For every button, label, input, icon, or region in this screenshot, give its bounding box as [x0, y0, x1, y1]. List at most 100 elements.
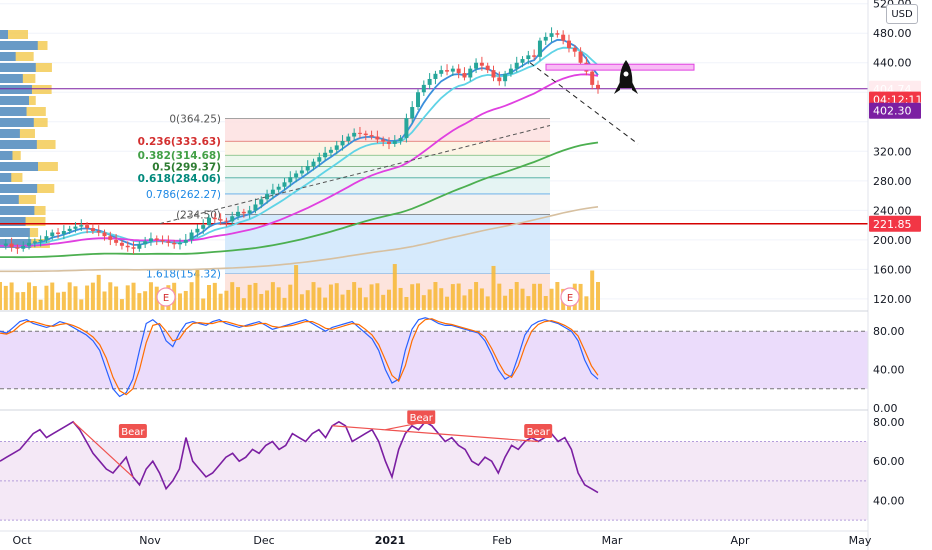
- candle-body: [357, 132, 362, 134]
- candle-body: [421, 84, 426, 93]
- volume-bar: [427, 289, 432, 310]
- price-tick-label: 440.00: [873, 57, 912, 70]
- volume-bar: [207, 285, 212, 310]
- candle-body: [96, 231, 101, 233]
- volume-profile-bar: [0, 85, 32, 94]
- candle-body: [549, 33, 554, 37]
- trend-line: [529, 62, 639, 145]
- candle-body: [15, 247, 20, 249]
- volume-bar: [555, 282, 560, 310]
- volume-bar: [328, 284, 333, 310]
- price-tick-label: 480.00: [873, 27, 912, 40]
- candle-body: [532, 55, 537, 57]
- candle-body: [67, 228, 72, 232]
- volume-bar: [96, 274, 101, 310]
- volume-bar: [73, 286, 78, 310]
- candle-body: [398, 138, 403, 141]
- volume-bar: [508, 288, 513, 310]
- fib-zone: [225, 166, 550, 178]
- bear-label: Bear: [410, 413, 434, 424]
- rsi-panel[interactable]: Bear Bear Bear 80.00 60.00 40.00: [0, 410, 905, 521]
- candle-body: [305, 166, 310, 171]
- candle-body: [566, 40, 571, 48]
- volume-bar: [85, 285, 90, 310]
- candle-body: [114, 239, 119, 243]
- time-tick-label: 2021: [375, 534, 406, 547]
- candle-body: [224, 220, 229, 222]
- volume-bar: [445, 296, 450, 310]
- candle-body: [537, 40, 542, 57]
- volume-bar: [323, 297, 328, 310]
- volume-bar: [549, 288, 554, 310]
- volume-profile-bar: [0, 74, 23, 83]
- rsi-tick-label: 40.00: [873, 495, 905, 508]
- candle-body: [108, 236, 113, 240]
- volume-bar: [392, 264, 397, 310]
- volume-bar: [433, 282, 438, 310]
- volume-bar: [491, 265, 496, 310]
- volume-bar: [276, 287, 281, 310]
- candle-body: [334, 145, 339, 150]
- volume-profile-bar: [0, 118, 34, 127]
- candle-body: [485, 65, 490, 71]
- target-box: [545, 63, 695, 71]
- candle-body: [352, 132, 357, 137]
- volume-bar: [357, 287, 362, 310]
- candle-body: [61, 231, 66, 234]
- candle-body: [21, 245, 26, 249]
- fib-zone: [225, 155, 550, 167]
- volume-bar: [195, 268, 200, 310]
- candle-body: [207, 217, 212, 226]
- price-tag: [869, 215, 921, 232]
- volume-bar: [543, 296, 548, 310]
- volume-bar: [537, 283, 542, 310]
- price-tick-label: 320.00: [873, 145, 912, 158]
- fib-zone: [225, 177, 550, 194]
- volume-bar: [398, 287, 403, 310]
- candle-body: [288, 177, 293, 183]
- earnings-marker: [156, 287, 176, 307]
- fib-zone: [225, 141, 550, 156]
- candle-body: [491, 70, 496, 78]
- time-tick-label: May: [849, 534, 872, 547]
- rocket-icon: [614, 60, 638, 94]
- volume-bar: [288, 284, 293, 310]
- volume-bar: [369, 284, 374, 310]
- candle-body: [392, 140, 397, 144]
- time-tick-label: Nov: [139, 534, 161, 547]
- candle-body: [363, 133, 368, 136]
- candle-body: [102, 232, 107, 237]
- candle-body: [572, 47, 577, 52]
- candle-body: [85, 225, 90, 229]
- volume-bar: [497, 283, 502, 310]
- volume-bar: [340, 294, 345, 310]
- candle-body: [160, 239, 165, 242]
- candle-body: [38, 239, 43, 242]
- candle-body: [445, 70, 450, 72]
- volume-bar: [90, 282, 95, 310]
- volume-bar: [79, 299, 84, 310]
- stochastic-panel[interactable]: 80.00 40.00 0.00: [0, 317, 905, 415]
- volume-bar: [38, 299, 43, 310]
- candle-body: [183, 239, 188, 243]
- candle-body: [241, 211, 246, 214]
- volume-profile-bar: [0, 140, 37, 149]
- candle-body: [578, 51, 583, 63]
- candle-body: [474, 62, 479, 69]
- volume-bar: [532, 283, 537, 310]
- volume-bar: [514, 282, 519, 310]
- volume-bar: [15, 292, 20, 310]
- volume-bar: [230, 282, 235, 310]
- candle-body: [323, 152, 328, 158]
- divergence-line: [332, 425, 539, 443]
- fib-zone: [225, 118, 550, 142]
- currency-selector[interactable]: USD: [886, 4, 918, 24]
- volume-profile-bar: [0, 162, 38, 171]
- candle-body: [131, 247, 136, 249]
- price-panel[interactable]: 0(364.25) 0.236(333.63) 0.382(314.68)0.5(2…: [0, 3, 868, 308]
- stoch-tick-label: 0.00: [873, 402, 898, 415]
- volume-bar: [9, 282, 14, 310]
- candle-body: [555, 33, 560, 35]
- candle-body: [166, 241, 171, 243]
